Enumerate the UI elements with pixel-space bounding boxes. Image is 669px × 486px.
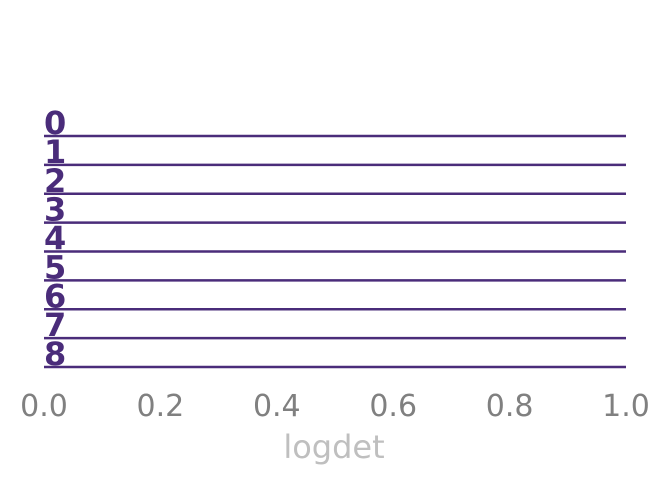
ridge-6: 6: [44, 277, 626, 315]
ridge-8: 8: [44, 335, 626, 373]
ridge-label-3: 3: [44, 191, 66, 229]
ridge-0: 0: [44, 104, 626, 142]
ridge-label-4: 4: [44, 220, 66, 258]
ridge-7: 7: [44, 306, 626, 344]
ridge-5: 5: [44, 248, 626, 286]
x-tick-label: 0.0: [20, 389, 68, 424]
ridge-label-6: 6: [44, 277, 66, 315]
x-axis-ticks: 0.0 0.2 0.4 0.6 0.8 1.0: [20, 389, 650, 424]
ridge-1: 1: [44, 133, 626, 171]
ridge-label-2: 2: [44, 162, 66, 200]
ridge-label-1: 1: [44, 133, 66, 171]
ridge-label-7: 7: [44, 306, 66, 344]
x-tick-label: 0.6: [369, 389, 417, 424]
x-tick-label: 0.8: [486, 389, 534, 424]
x-tick-label: 0.4: [253, 389, 301, 424]
ridge-label-0: 0: [44, 104, 66, 142]
x-tick-label: 0.2: [137, 389, 185, 424]
ridge-label-8: 8: [44, 335, 66, 373]
ridge-2: 2: [44, 162, 626, 200]
x-axis-label: logdet: [283, 428, 384, 466]
ridge-4: 4: [44, 220, 626, 258]
ridge-3: 3: [44, 191, 626, 229]
ridge-label-5: 5: [44, 248, 66, 286]
x-tick-label: 1.0: [602, 389, 650, 424]
